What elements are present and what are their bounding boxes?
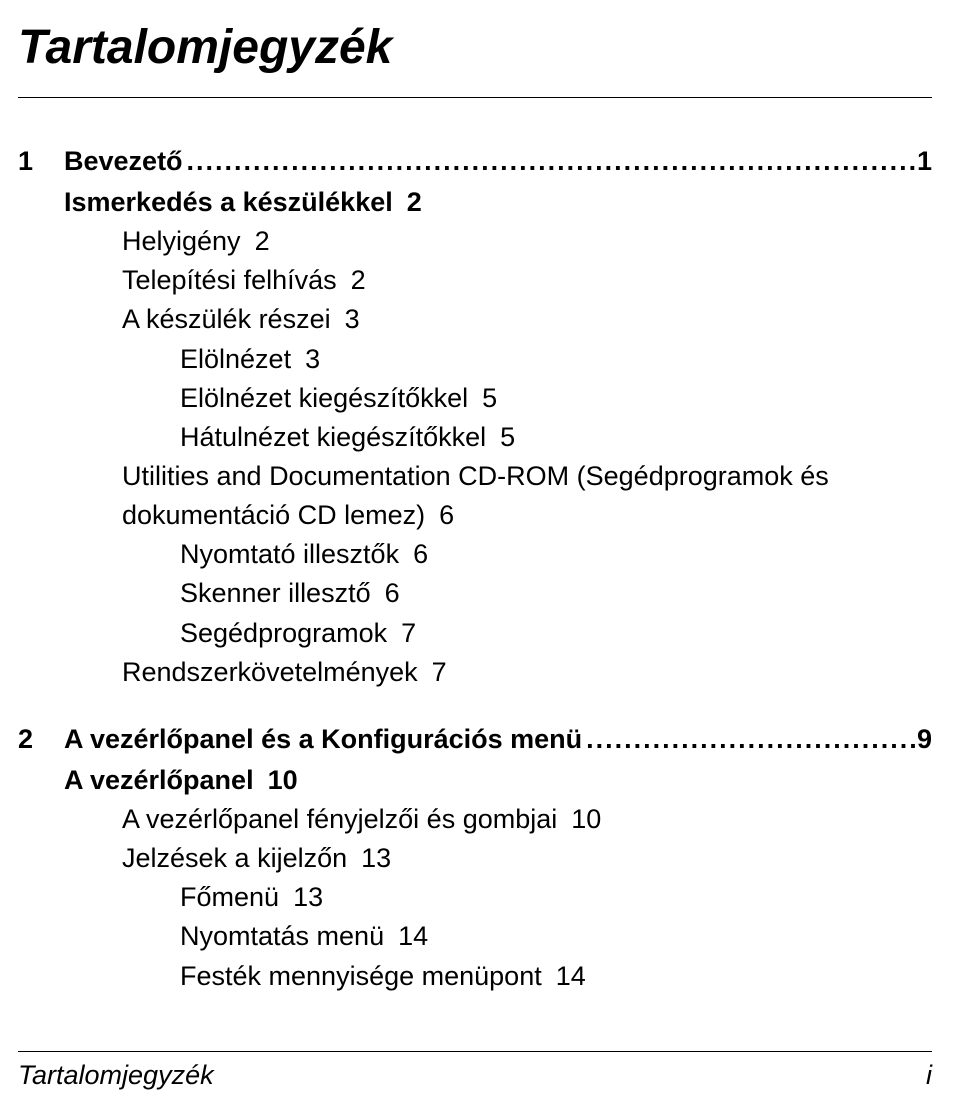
toc-entry-label: Segédprogramok — [180, 618, 387, 648]
toc-entry-page: 13 — [361, 843, 391, 873]
toc-entry-page: 6 — [413, 539, 428, 569]
toc-entry-label: A készülék részei — [122, 304, 331, 334]
toc-entry-label: Bevezető — [64, 146, 183, 177]
toc-entry-num: 1 — [18, 146, 64, 177]
toc-entry-page: 1 — [917, 146, 932, 177]
toc-entry-label: Nyomtató illesztők — [180, 539, 399, 569]
toc-entry-label: Helyigény — [122, 226, 241, 256]
toc-entry-page: 14 — [398, 921, 428, 951]
page-title: Tartalomjegyzék — [18, 20, 932, 75]
toc-entry-num: 2 — [18, 724, 64, 755]
section-gap — [18, 692, 932, 724]
toc-entry-l1: 2A vezérlőpanel és a Konfigurációs menü … — [18, 724, 932, 755]
toc-entry-l4: Nyomtatás menü 14 — [180, 917, 932, 956]
toc-leader-dots: ........................................… — [183, 146, 917, 177]
toc-entry-page: 7 — [432, 657, 447, 687]
toc-entry-l2: A vezérlőpanel 10 — [64, 761, 932, 800]
toc-entry-l3: Utilities and Documentation CD-ROM (Segé… — [122, 457, 932, 535]
toc-entry-label: Főmenü — [180, 882, 279, 912]
toc-entry-label: A vezérlőpanel fényjelzői és gombjai — [122, 804, 557, 834]
toc-entry-l3: Rendszerkövetelmények 7 — [122, 653, 932, 692]
toc-entry-page: 7 — [401, 618, 416, 648]
toc-entry-page: 2 — [255, 226, 270, 256]
toc-entry-page: 5 — [482, 383, 497, 413]
toc-entry-label: A vezérlőpanel és a Konfigurációs menü — [64, 724, 582, 755]
toc-entry-l3: Jelzések a kijelzőn 13 — [122, 839, 932, 878]
toc-entry-label: Elölnézet kiegészítőkkel — [180, 383, 468, 413]
toc-entry-page: 10 — [268, 765, 298, 795]
toc-entry-l3: Telepítési felhívás 2 — [122, 261, 932, 300]
toc-entry-page: 3 — [305, 344, 320, 374]
toc-entry-l3: Helyigény 2 — [122, 222, 932, 261]
toc-entry-l1: 1Bevezető ..............................… — [18, 146, 932, 177]
toc-body: 1Bevezető ..............................… — [18, 146, 932, 996]
toc-entry-l4: Elölnézet kiegészítőkkel 5 — [180, 379, 932, 418]
toc-entry-label: Ismerkedés a készülékkel — [64, 187, 393, 217]
toc-entry-page: 6 — [385, 578, 400, 608]
toc-entry-l2: Ismerkedés a készülékkel 2 — [64, 183, 932, 222]
toc-entry-l4: Főmenü 13 — [180, 878, 932, 917]
toc-entry-label: Skenner illesztő — [180, 578, 371, 608]
toc-entry-label: Jelzések a kijelzőn — [122, 843, 347, 873]
footer-rule — [18, 1051, 932, 1052]
toc-entry-label: Festék mennyisége menüpont — [180, 961, 542, 991]
toc-entry-l4: Segédprogramok 7 — [180, 614, 932, 653]
toc-entry-page: 2 — [407, 187, 422, 217]
toc-entry-l3: A vezérlőpanel fényjelzői és gombjai 10 — [122, 800, 932, 839]
toc-entry-l3: A készülék részei 3 — [122, 300, 932, 339]
toc-entry-l4: Elölnézet 3 — [180, 340, 932, 379]
toc-entry-label: Elölnézet — [180, 344, 291, 374]
toc-entry-page: 9 — [917, 724, 932, 755]
toc-entry-l4: Hátulnézet kiegészítőkkel 5 — [180, 418, 932, 457]
toc-entry-page: 13 — [293, 882, 323, 912]
toc-entry-label: Rendszerkövetelmények — [122, 657, 418, 687]
toc-entry-page: 3 — [345, 304, 360, 334]
footer-right: i — [926, 1060, 932, 1091]
toc-entry-label: Nyomtatás menü — [180, 921, 384, 951]
toc-entry-page: 2 — [351, 265, 366, 295]
toc-entry-l4: Skenner illesztő 6 — [180, 574, 932, 613]
toc-entry-label: Hátulnézet kiegészítőkkel — [180, 422, 486, 452]
toc-leader-dots: ........................................… — [582, 724, 917, 755]
toc-entry-page: 5 — [500, 422, 515, 452]
title-rule — [18, 97, 932, 98]
footer-left: Tartalomjegyzék — [18, 1060, 214, 1091]
toc-entry-label: A vezérlőpanel — [64, 765, 254, 795]
footer: Tartalomjegyzék i — [18, 1051, 932, 1091]
toc-entry-l4: Nyomtató illesztők 6 — [180, 535, 932, 574]
toc-entry-page: 14 — [556, 961, 586, 991]
toc-entry-label: Telepítési felhívás — [122, 265, 337, 295]
toc-entry-label: Utilities and Documentation CD-ROM (Segé… — [122, 461, 829, 530]
toc-entry-page: 10 — [571, 804, 601, 834]
toc-entry-l4: Festék mennyisége menüpont 14 — [180, 957, 932, 996]
toc-entry-page: 6 — [439, 500, 454, 530]
